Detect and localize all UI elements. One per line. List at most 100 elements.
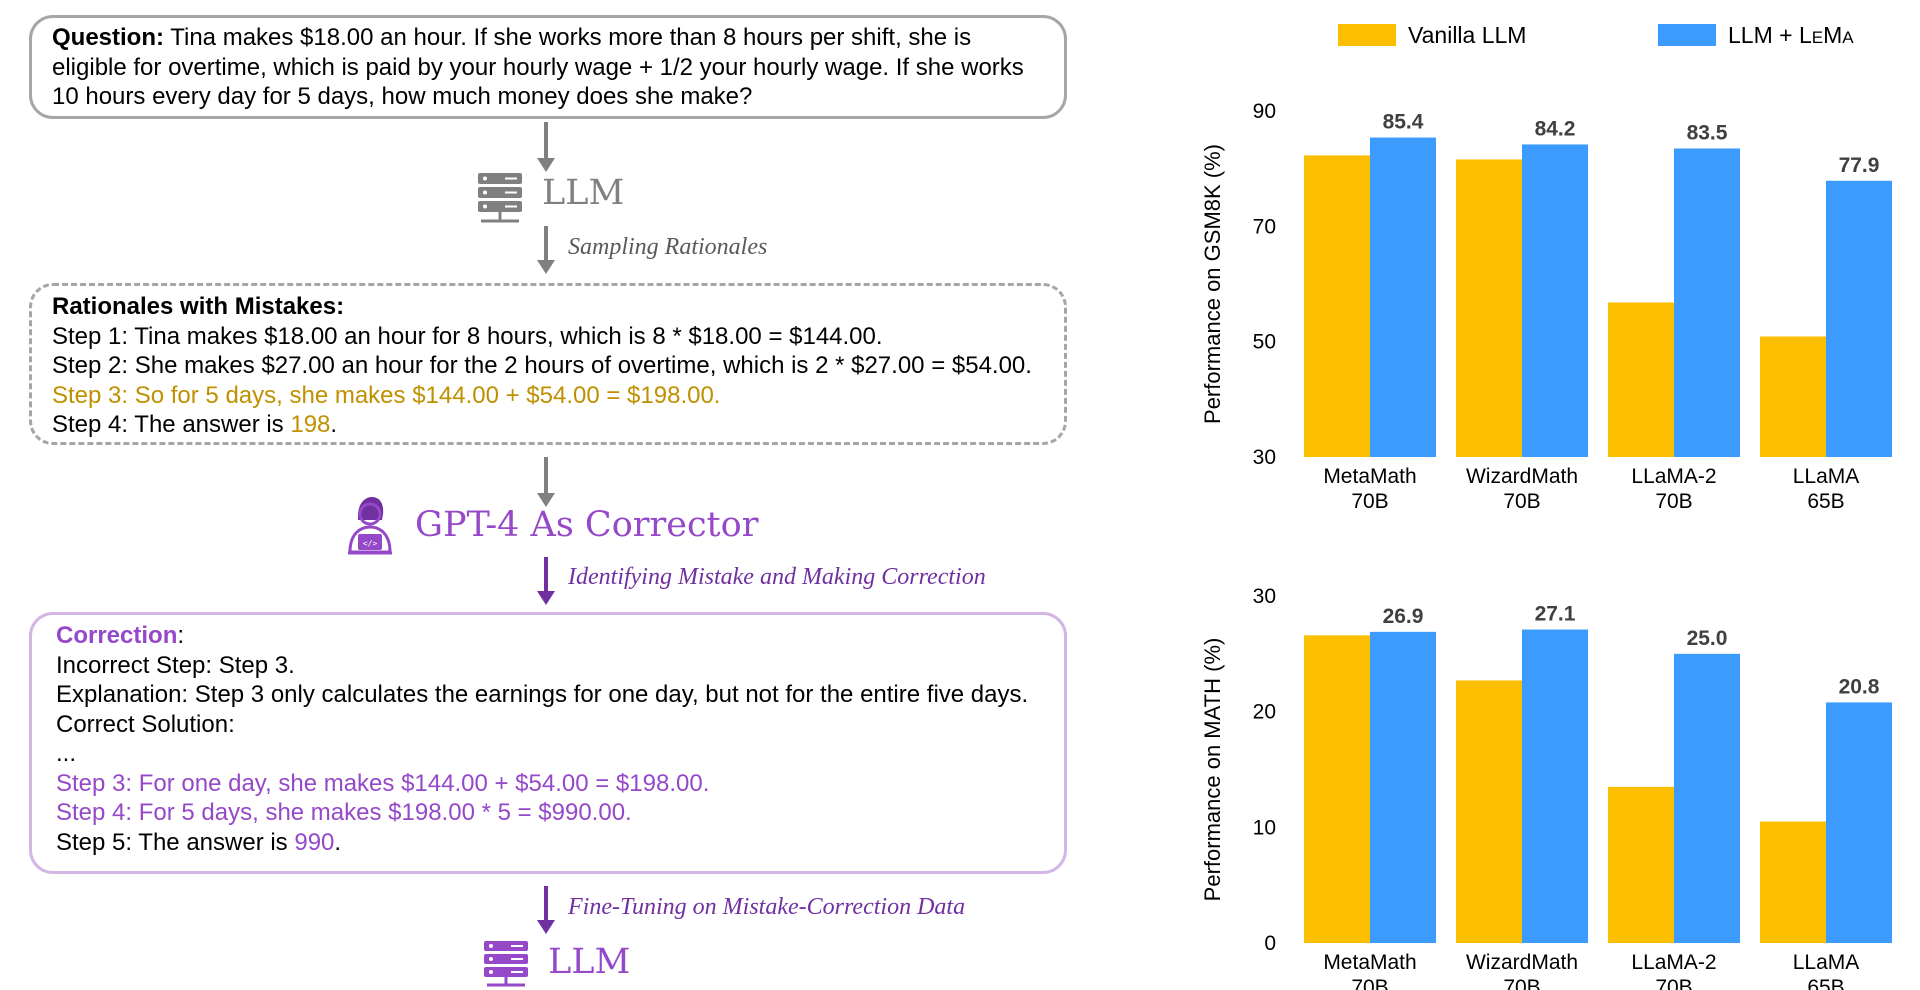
rationales-box: Rationales with Mistakes: Step 1: Tina m… [29, 283, 1067, 445]
gsm8k-ytick-label: 50 [1253, 331, 1276, 354]
identifying-mistake-label: Identifying Mistake and Making Correctio… [568, 564, 986, 590]
math-data-label: 25.0 [1687, 627, 1728, 650]
math-bar-lema [1522, 629, 1588, 943]
rationale-step-1: Step 1: Tina makes $18.00 an hour for 8 … [52, 322, 883, 350]
arrow-down-icon [537, 886, 555, 934]
gsm8k-data-label: 77.9 [1839, 154, 1880, 177]
question-line-2: eligible for overtime, which is paid by … [52, 53, 1024, 81]
math-x-tick-label: LLaMA [1793, 951, 1860, 974]
gsm8k-bar-vanilla [1304, 155, 1370, 458]
math-x-tick-label: LLaMA-2 [1631, 951, 1716, 974]
gsm8k-x-tick-label: LLaMA [1793, 465, 1860, 488]
legend-lema-a: A [1842, 28, 1854, 47]
gsm8k-ytick-label: 30 [1253, 446, 1276, 469]
incorrect-step-line: Incorrect Step: Step 3. [56, 651, 295, 679]
question-line-3: 10 hours every day for 5 days, how much … [52, 83, 753, 110]
gsm8k-x-tick-label: 70B [1351, 490, 1388, 513]
corrected-step-5: Step 5: The answer is 990. [56, 828, 1040, 858]
question-line-1: Question: Tina makes $18.00 an hour. If … [52, 23, 1044, 53]
rationale-step-4: Step 4: The answer is 198. [52, 410, 1044, 440]
rationale-step-4-period: . [330, 411, 338, 438]
math-data-label: 27.1 [1535, 603, 1576, 626]
correction-title-colon: : [177, 622, 185, 649]
legend-label-vanilla: Vanilla LLM [1408, 22, 1527, 48]
gsm8k-x-tick-label: WizardMath [1466, 465, 1578, 488]
math-x-tick-label: 70B [1503, 976, 1540, 990]
rationale-wrong-answer: 198 [290, 411, 331, 438]
math-bar-vanilla [1304, 635, 1370, 943]
math-x-tick-label: WizardMath [1466, 951, 1578, 974]
math-bar-lema [1826, 702, 1892, 943]
question-box: Question: Tina makes $18.00 an hour. If … [29, 15, 1067, 119]
legend-lema-prefix: LLM + L [1728, 22, 1812, 48]
question-text-1: Tina makes $18.00 an hour. If she works … [164, 24, 972, 51]
gsm8k-bar-lema [1370, 137, 1436, 457]
gsm8k-bar-chart: 30 50 70 90 Performance on GSM8K (%) 85.4 Meta… [1200, 100, 1892, 513]
arrow-down-icon [537, 557, 555, 605]
gsm8k-x-tick-label: MetaMath [1323, 465, 1416, 488]
math-bar-vanilla [1608, 786, 1674, 943]
math-bar-vanilla [1760, 821, 1826, 943]
math-ytick-label: 20 [1253, 701, 1276, 724]
correct-solution-label: Correct Solution: [56, 710, 235, 738]
math-ytick-label: 30 [1253, 585, 1276, 608]
gsm8k-data-label: 85.4 [1383, 111, 1424, 134]
math-x-tick-label: MetaMath [1323, 951, 1416, 974]
gsm8k-bar-vanilla [1608, 302, 1674, 457]
explanation-line: Explanation: Step 3 only calculates the … [56, 681, 1029, 708]
correction-box: Correction: Incorrect Step: Step 3. Expl… [29, 612, 1067, 874]
ellipsis-line: ... [56, 740, 77, 767]
svg-text:</>: </> [363, 539, 378, 548]
arrow-down-icon [537, 457, 555, 507]
llm-title-top: LLM [542, 173, 625, 213]
gsm8k-data-label: 84.2 [1535, 117, 1576, 140]
gsm8k-bar-lema [1674, 148, 1740, 457]
corrected-step-5-period: . [334, 828, 342, 856]
math-x-tick-label: 70B [1655, 976, 1692, 990]
correction-title-line: Correction: [56, 621, 1040, 651]
arrow-down-icon [537, 226, 555, 274]
corrected-answer: 990 [294, 828, 335, 856]
math-bar-vanilla [1456, 680, 1522, 943]
corrector-title: GPT-4 As Corrector [415, 505, 759, 545]
math-ytick-label: 0 [1264, 932, 1276, 955]
math-data-label: 20.8 [1839, 675, 1880, 698]
corrected-step-3: Step 3: For one day, she makes $144.00 +… [56, 769, 710, 797]
math-y-axis-title: Performance on MATH (%) [1200, 638, 1225, 902]
rationales-title: Rationales with Mistakes: [52, 293, 345, 320]
gsm8k-x-tick-label: 70B [1655, 490, 1692, 513]
rationale-step-3-mistake: Step 3: So for 5 days, she makes $144.00… [52, 381, 721, 409]
gsm8k-bar-vanilla [1456, 159, 1522, 457]
legend-lema-m: M [1823, 22, 1843, 48]
legend-lema-e: E [1811, 28, 1824, 47]
gsm8k-ytick-label: 90 [1253, 100, 1276, 123]
gsm8k-x-tick-label: LLaMA-2 [1631, 465, 1716, 488]
math-data-label: 26.9 [1383, 605, 1424, 628]
legend-swatch-lema [1658, 24, 1716, 46]
rationale-step-2: Step 2: She makes $27.00 an hour for the… [52, 352, 1032, 379]
corrected-step-5-text: Step 5: The answer is [56, 828, 295, 856]
fine-tuning-label: Fine-Tuning on Mistake-Correction Data [568, 894, 966, 920]
gsm8k-x-tick-label: 65B [1807, 490, 1844, 513]
arrow-down-icon [537, 122, 555, 172]
sampling-rationales-label: Sampling Rationales [568, 234, 768, 260]
llm-title-bottom: LLM [548, 942, 631, 982]
math-bar-lema [1370, 631, 1436, 943]
math-x-tick-label: 65B [1807, 976, 1844, 990]
math-x-tick-label: 70B [1351, 976, 1388, 990]
gsm8k-ytick-label: 70 [1253, 215, 1276, 238]
server-icon [484, 941, 528, 987]
correction-title: Correction [56, 622, 178, 649]
gsm8k-bar-lema [1826, 180, 1892, 457]
math-bar-chart: 0 10 20 30 Performance on MATH (%) 26.9 MetaMa… [1200, 585, 1892, 990]
legend-swatch-vanilla [1338, 24, 1396, 46]
gsm8k-y-axis-title: Performance on GSM8K (%) [1200, 144, 1225, 424]
gsm8k-x-tick-label: 70B [1503, 490, 1540, 513]
rationale-step-4-text: Step 4: The answer is [52, 411, 291, 438]
gsm8k-bar-lema [1522, 144, 1588, 458]
math-bar-lema [1674, 653, 1740, 943]
corrected-step-4: Step 4: For 5 days, she makes $198.00 * … [56, 799, 632, 826]
gsm8k-data-label: 83.5 [1687, 121, 1728, 144]
gsm8k-bar-vanilla [1760, 336, 1826, 457]
server-icon [478, 173, 522, 223]
